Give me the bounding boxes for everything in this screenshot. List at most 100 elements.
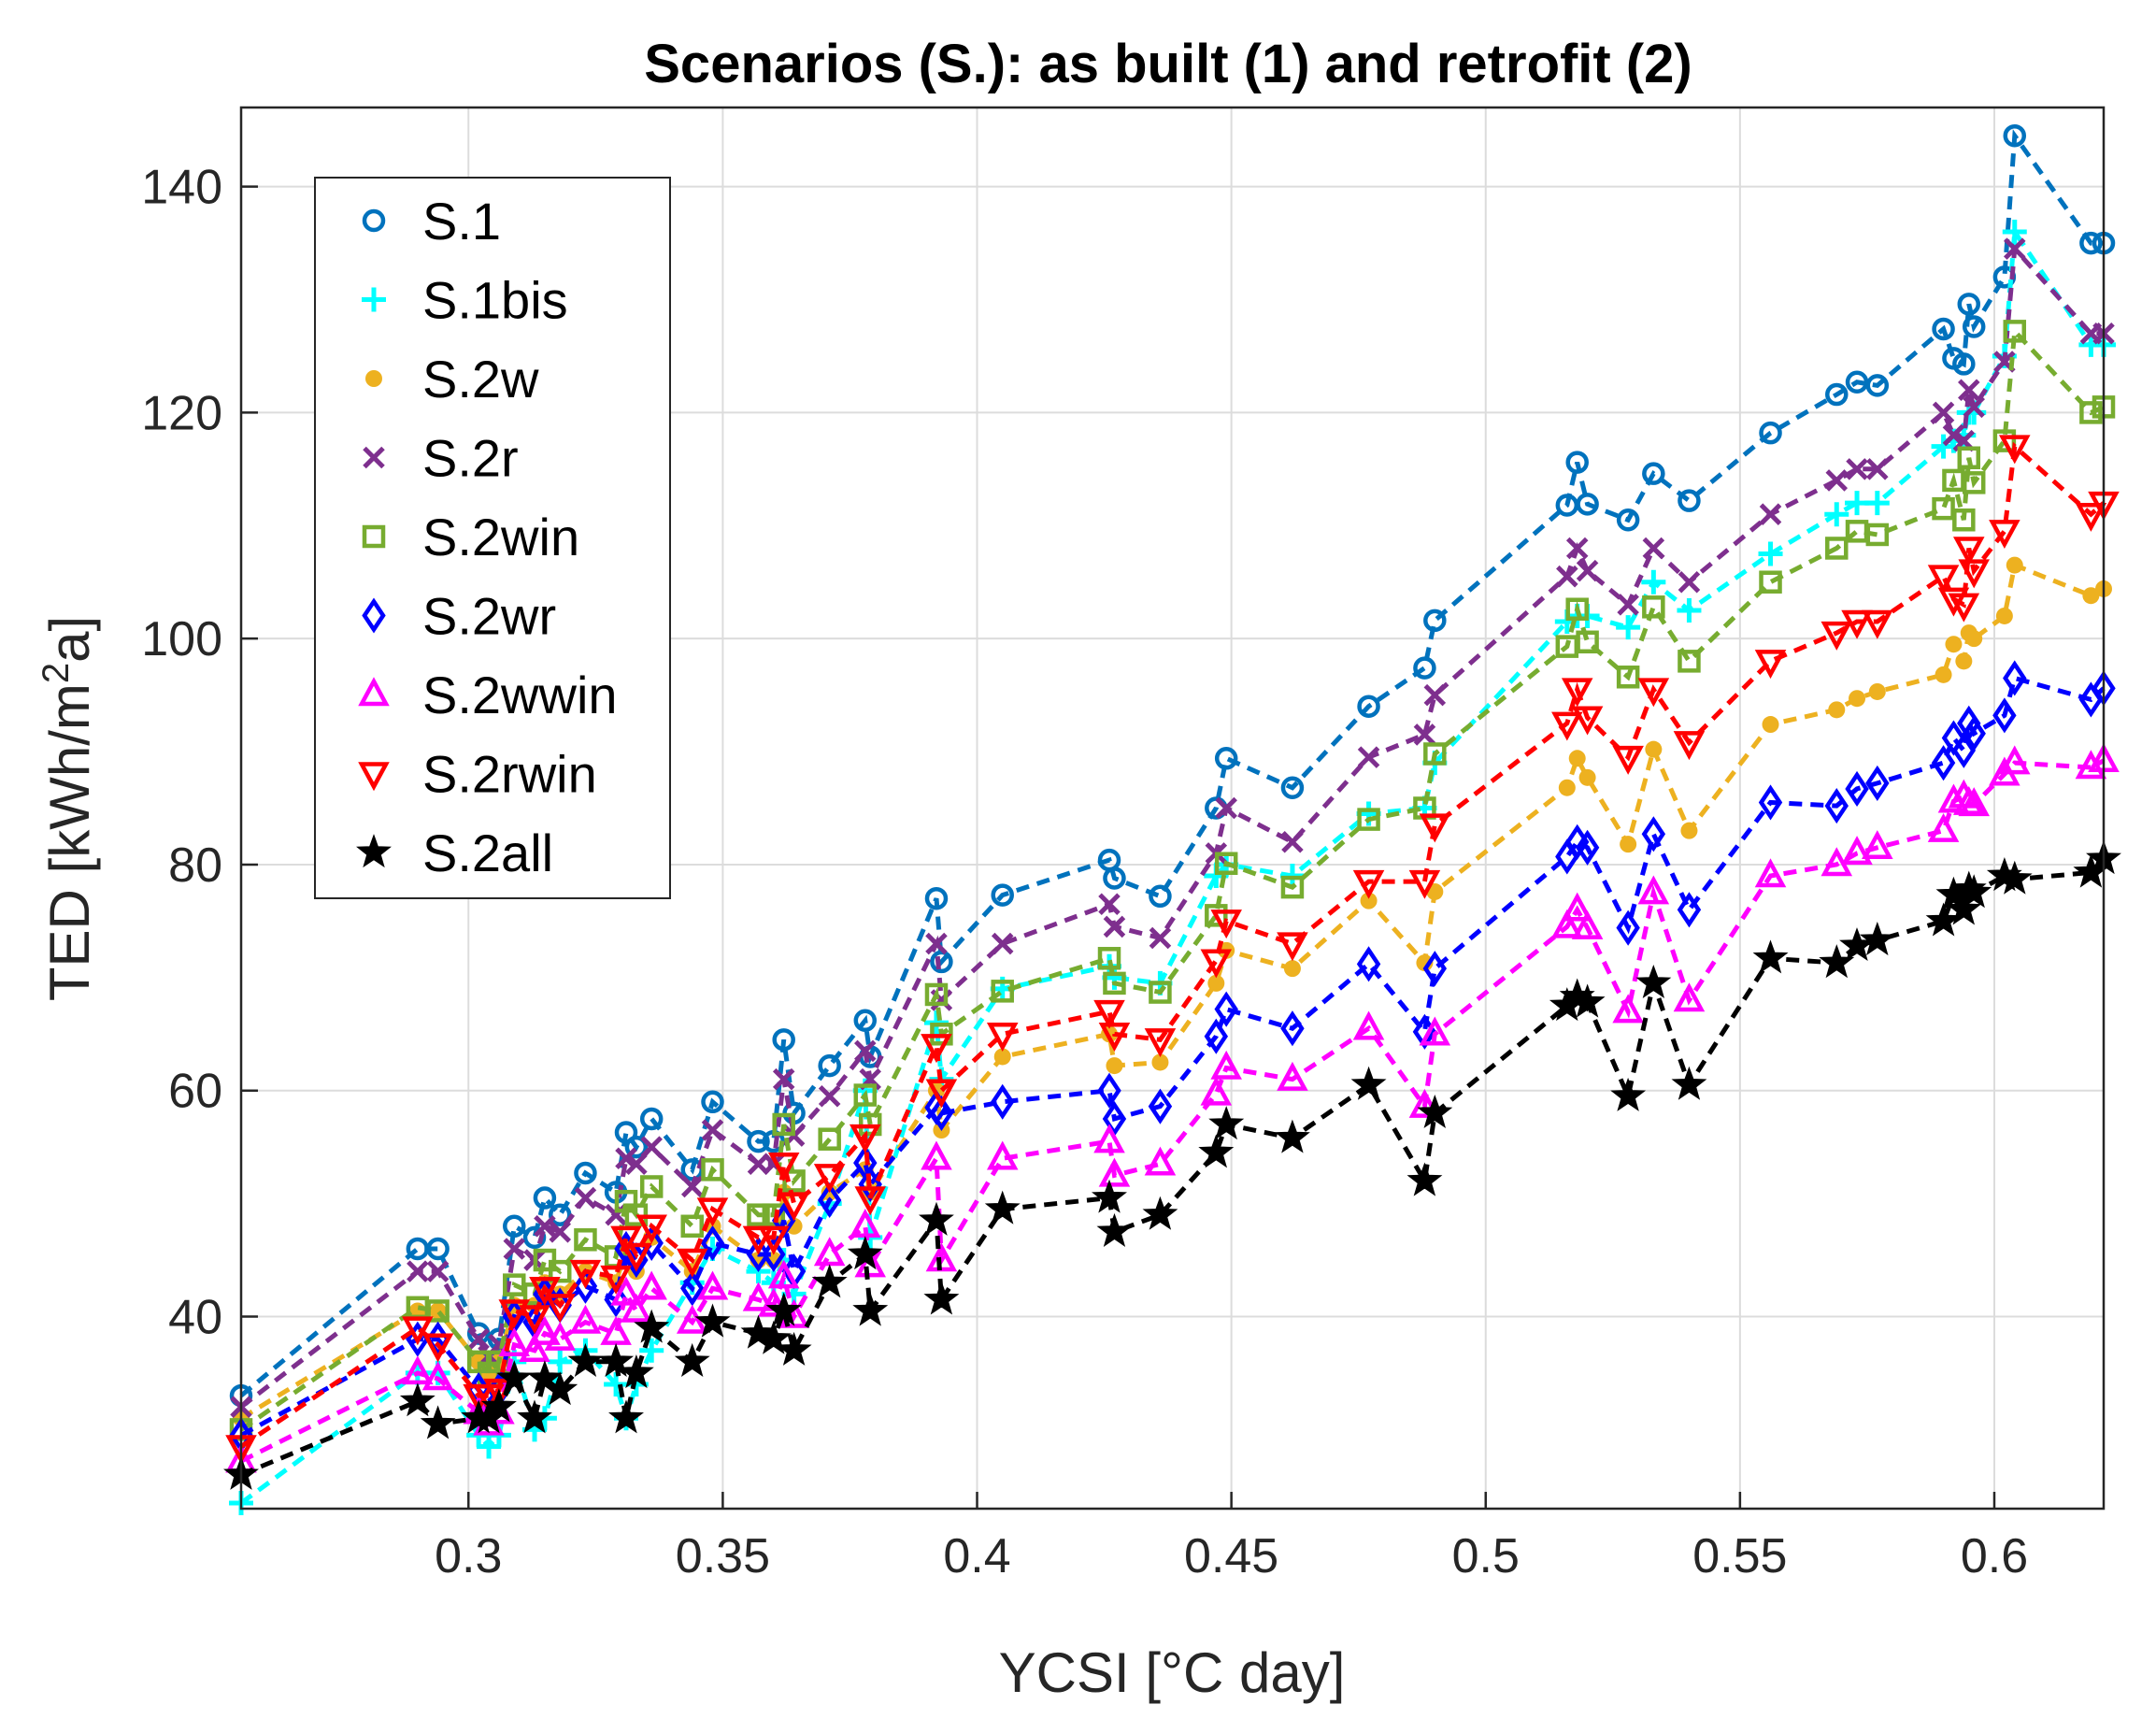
- y-axis-label-tail: a]: [38, 616, 101, 663]
- data-point: [610, 1225, 642, 1255]
- data-point: [767, 1153, 800, 1182]
- data-point: [1151, 1053, 1169, 1071]
- series-line: [239, 129, 2104, 1398]
- data-point: [621, 1242, 652, 1272]
- data-point: [529, 1315, 561, 1345]
- legend-label: S.2w: [422, 350, 539, 408]
- data-point: [1992, 697, 2017, 734]
- data-point: [919, 1201, 954, 1236]
- data-point: [2075, 750, 2107, 780]
- data-point: [2003, 237, 2026, 260]
- data-point: [1210, 909, 1242, 939]
- data-point: [1678, 570, 1701, 594]
- series-S.2win: [229, 320, 2116, 1441]
- data-point: [1214, 991, 1238, 1027]
- data-point: [1616, 666, 1640, 689]
- data-point: [640, 1136, 663, 1158]
- legend: S.1 S.1bis S.2w S.2r S.2win S.2wr S.2wwin S.2rw…: [314, 177, 671, 899]
- y-axis-label: TED [kWh/m2a]: [36, 616, 101, 1001]
- data-point: [1951, 732, 1977, 768]
- data-point: [604, 1372, 629, 1397]
- x-axis-label: YCSI [°C day]: [999, 1641, 1346, 1704]
- data-point: [1102, 1100, 1127, 1137]
- data-point: [1283, 960, 1301, 978]
- data-point: [1952, 508, 1976, 532]
- data-point: [1280, 776, 1305, 799]
- data-point: [548, 1203, 572, 1226]
- data-point: [1825, 382, 1849, 407]
- data-point: [813, 1237, 846, 1267]
- data-point: [548, 1259, 572, 1283]
- data-point: [818, 1053, 841, 1078]
- data-point: [544, 1294, 577, 1324]
- data-point: [2003, 660, 2027, 696]
- data-point: [1413, 723, 1436, 746]
- legend-item: S.1bis: [362, 271, 568, 330]
- data-point: [1616, 615, 1641, 640]
- data-point: [1641, 569, 1666, 594]
- data-point: [1754, 858, 1787, 888]
- data-point: [1762, 716, 1779, 734]
- x-tick-label: 0.3: [435, 1529, 502, 1583]
- data-point: [700, 1225, 725, 1261]
- data-point: [618, 1353, 654, 1389]
- data-point: [567, 1342, 604, 1377]
- data-point: [1091, 1179, 1127, 1213]
- y-tick-label: 80: [168, 838, 222, 893]
- data-point: [1098, 1157, 1131, 1187]
- data-point: [776, 1331, 812, 1366]
- data-point: [1103, 915, 1126, 938]
- data-point: [1565, 597, 1589, 621]
- legend-marker: [362, 287, 386, 312]
- data-point: [1825, 469, 1849, 492]
- data-point: [924, 982, 949, 1007]
- data-point: [1637, 875, 1670, 905]
- data-point: [1551, 909, 1583, 938]
- data-point: [481, 1388, 517, 1423]
- data-point: [604, 1282, 628, 1318]
- data-point: [853, 1009, 878, 1033]
- data-point: [778, 1192, 810, 1222]
- legend-marker: [362, 597, 386, 634]
- x-tick-label: 0.5: [1452, 1529, 1520, 1583]
- legend-item: S.2wwin: [358, 666, 618, 724]
- legend-label: S.2win: [422, 508, 579, 566]
- data-point: [1759, 421, 1782, 445]
- data-point: [1093, 999, 1125, 1029]
- y-tick-label: 40: [168, 1290, 222, 1344]
- data-point: [548, 1349, 573, 1374]
- data-point: [1945, 636, 1963, 653]
- data-point: [1937, 783, 1970, 813]
- legend-item: S.1: [362, 192, 501, 251]
- data-point: [1568, 750, 1586, 767]
- legend-marker: [362, 524, 386, 549]
- data-point: [1423, 609, 1447, 633]
- data-point: [1752, 939, 1789, 974]
- data-point: [701, 1090, 724, 1114]
- data-point: [1927, 565, 1960, 594]
- tick-layer: 0.3 0.35 0.4 0.45 0.5 0.55 0.6 40 60 80 100 120 140: [141, 161, 2028, 1583]
- data-point: [1149, 981, 1172, 1004]
- data-point: [680, 1270, 705, 1307]
- data-point: [574, 1161, 597, 1185]
- data-point: [1096, 1212, 1133, 1247]
- data-point: [1565, 537, 1589, 560]
- data-point: [1868, 682, 1886, 700]
- data-point: [1620, 836, 1637, 853]
- data-point: [1962, 315, 1986, 338]
- data-point: [1565, 451, 1589, 474]
- data-point: [854, 1248, 887, 1278]
- data-point: [1866, 458, 1889, 480]
- data-point: [694, 1303, 731, 1338]
- data-point: [1200, 949, 1233, 979]
- data-point: [818, 1127, 841, 1151]
- data-point: [1422, 951, 1448, 987]
- data-point: [852, 1292, 889, 1326]
- legend-label: S.1bis: [422, 271, 568, 330]
- data-point: [1423, 683, 1447, 707]
- data-point: [818, 1084, 841, 1108]
- x-tick-label: 0.55: [1692, 1529, 1787, 1583]
- data-point: [1952, 352, 1976, 376]
- data-point: [1957, 293, 1981, 316]
- data-point: [1205, 904, 1228, 927]
